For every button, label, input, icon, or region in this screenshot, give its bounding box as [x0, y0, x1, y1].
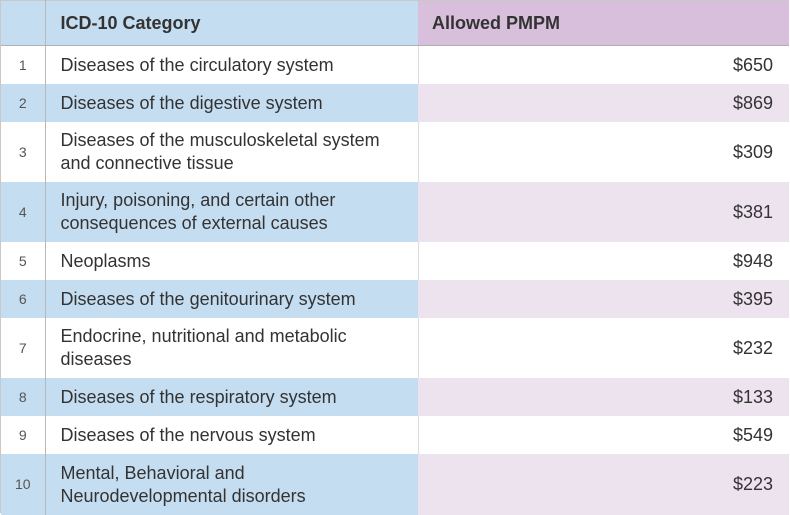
- row-category: Endocrine, nutritional and metabolic dis…: [45, 318, 419, 378]
- row-index: 9: [1, 416, 46, 454]
- row-category: Diseases of the respiratory system: [45, 378, 418, 416]
- row-category: Diseases of the circulatory system: [45, 45, 419, 84]
- table-row[interactable]: 6 Diseases of the genitourinary system $…: [1, 280, 789, 318]
- row-category: Neoplasms: [45, 242, 419, 280]
- row-value: $223: [418, 454, 789, 515]
- row-index: 3: [1, 122, 46, 182]
- row-value: $381: [418, 182, 789, 242]
- header-row: ICD-10 Category Allowed PMPM: [1, 0, 789, 46]
- row-index: 8: [1, 378, 46, 416]
- row-index: 2: [1, 84, 46, 122]
- table-row[interactable]: 8 Diseases of the respiratory system $13…: [1, 378, 789, 416]
- table-row[interactable]: 9 Diseases of the nervous system $549: [1, 416, 789, 454]
- row-value: $232: [418, 318, 789, 378]
- table-row[interactable]: 5 Neoplasms $948: [1, 242, 789, 280]
- row-category: Mental, Behavioral and Neurodevelopmenta…: [45, 454, 418, 515]
- row-index: 5: [1, 242, 46, 280]
- header-allowed-pmpm[interactable]: Allowed PMPM: [418, 0, 789, 46]
- row-index: 4: [1, 182, 46, 242]
- header-index-cell[interactable]: [1, 0, 46, 46]
- row-value: $395: [418, 280, 789, 318]
- row-value: $309: [418, 122, 789, 182]
- row-category: Diseases of the digestive system: [45, 84, 418, 122]
- row-value: $549: [418, 416, 789, 454]
- row-category: Diseases of the genitourinary system: [45, 280, 418, 318]
- row-value: $133: [418, 378, 789, 416]
- row-index: 10: [1, 454, 46, 515]
- row-value: $948: [418, 242, 789, 280]
- row-category: Diseases of the nervous system: [45, 416, 419, 454]
- table-row[interactable]: 2 Diseases of the digestive system $869: [1, 84, 789, 122]
- header-category[interactable]: ICD-10 Category: [45, 0, 418, 46]
- row-category: Injury, poisoning, and certain other con…: [45, 182, 418, 242]
- row-index: 7: [1, 318, 46, 378]
- row-value: $869: [418, 84, 789, 122]
- table-row[interactable]: 3 Diseases of the musculoskeletal system…: [1, 122, 789, 182]
- row-value: $650: [418, 45, 789, 84]
- row-index: 1: [1, 45, 46, 84]
- row-index: 6: [1, 280, 46, 318]
- table-row[interactable]: 10 Mental, Behavioral and Neurodevelopme…: [1, 454, 789, 515]
- row-category: Diseases of the musculoskeletal system a…: [45, 122, 419, 182]
- table-row[interactable]: 7 Endocrine, nutritional and metabolic d…: [1, 318, 789, 378]
- table-row[interactable]: 4 Injury, poisoning, and certain other c…: [1, 182, 789, 242]
- table-row[interactable]: 1 Diseases of the circulatory system $65…: [1, 45, 789, 84]
